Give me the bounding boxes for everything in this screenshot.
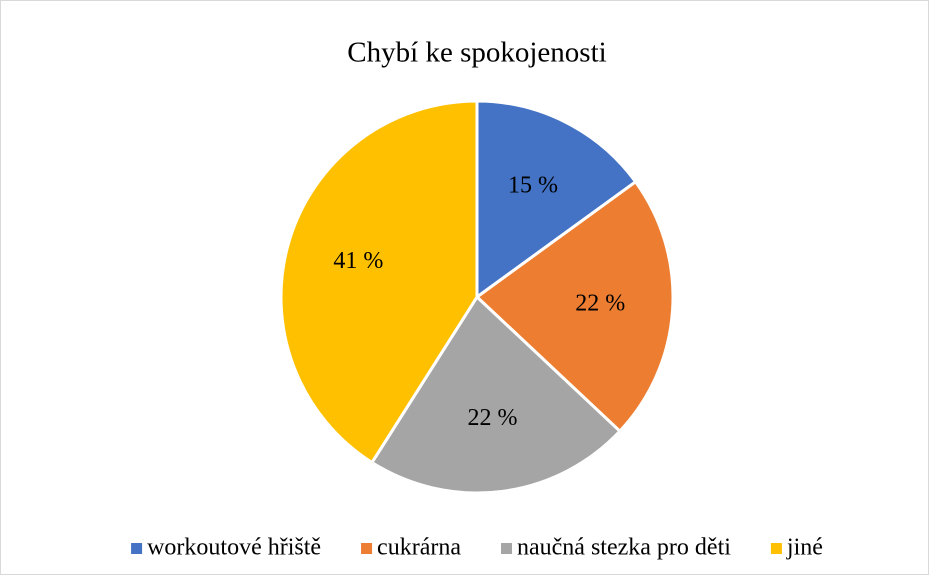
data-label: 22 % [467, 405, 517, 431]
pie-slice [474, 179, 675, 434]
pie-slice [475, 99, 638, 300]
legend-marker [361, 543, 373, 554]
data-label: 22 % [575, 290, 625, 316]
pie-slice [369, 294, 622, 495]
legend-marker [770, 543, 782, 554]
data-label: 41 % [333, 248, 383, 274]
pie-slice [279, 99, 479, 465]
legend-label: workoutové hřiště [147, 535, 321, 561]
legend-label: jiné [786, 535, 823, 561]
legend-label: naučná stezka pro děti [517, 535, 731, 561]
chart-title: Chybí ke spokojenosti [347, 37, 606, 69]
legend-label: cukrárna [377, 535, 461, 561]
legend-marker [131, 543, 143, 554]
legend-marker [501, 543, 513, 554]
data-label: 15 % [508, 172, 558, 198]
